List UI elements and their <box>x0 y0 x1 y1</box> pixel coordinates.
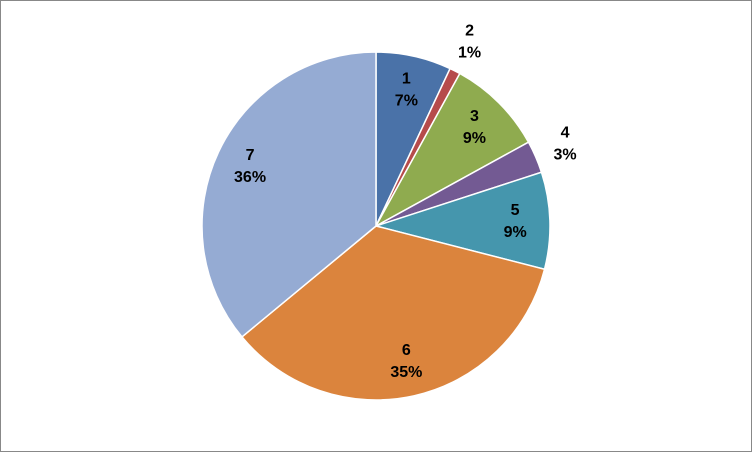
slice-value-label: 3% <box>553 146 576 163</box>
slice-value-label: 9% <box>504 224 527 241</box>
slice-category-label: 5 <box>511 202 520 219</box>
slice-value-label: 1% <box>458 45 481 62</box>
slice-category-label: 2 <box>465 23 474 40</box>
slice-value-label: 36% <box>234 169 266 186</box>
slice-category-label: 3 <box>470 108 479 125</box>
slice-value-label: 9% <box>463 130 486 147</box>
pie-slice <box>201 51 377 338</box>
slice-category-label: 1 <box>402 70 411 87</box>
pie-slice <box>374 72 530 228</box>
slice-category-label: 7 <box>246 147 255 164</box>
pie-slice <box>373 171 551 271</box>
slice-category-label: 6 <box>402 342 411 359</box>
slice-value-label: 7% <box>395 92 418 109</box>
slice-value-label: 35% <box>390 364 422 381</box>
pie-slice <box>240 225 546 401</box>
slice-category-label: 4 <box>561 124 570 141</box>
